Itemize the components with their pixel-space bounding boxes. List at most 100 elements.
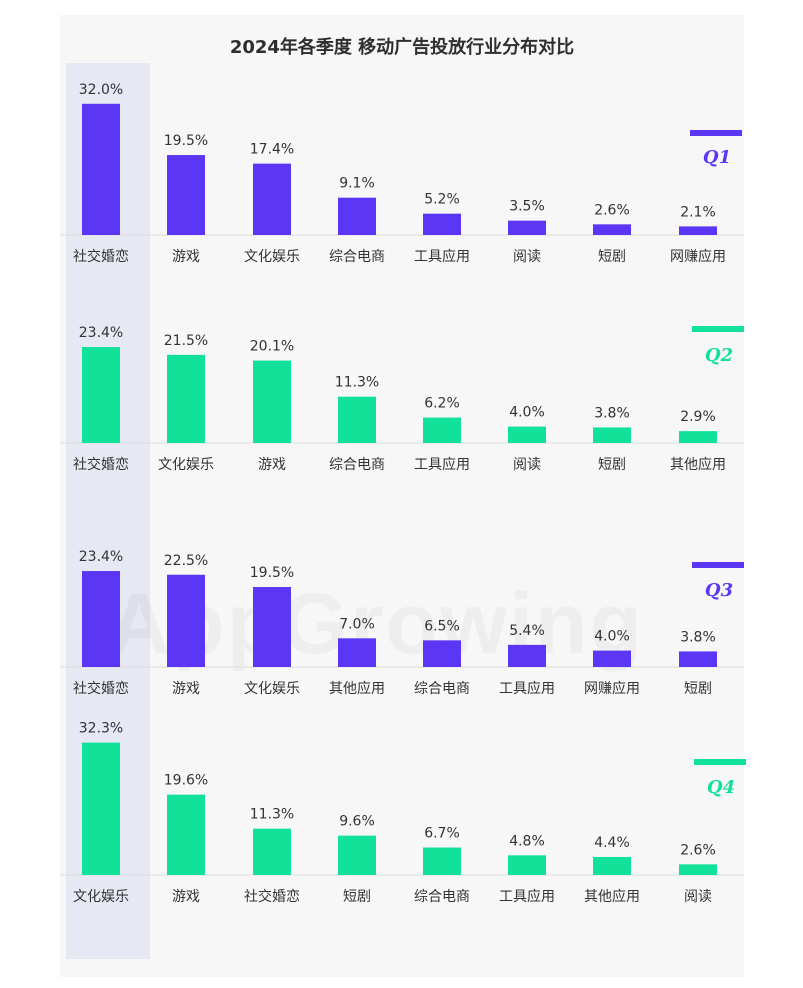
q4-category-label: 游戏 (172, 889, 200, 905)
q1-category-label: 社交婚恋 (73, 248, 129, 265)
q1-bar (679, 226, 717, 235)
q2-category-label: 短剧 (598, 457, 626, 473)
q3-quarter-marker (692, 562, 744, 568)
q4-quarter-label: Q4 (707, 777, 735, 798)
q1-value-label: 32.0% (79, 82, 123, 98)
q1-category-label: 短剧 (598, 249, 626, 265)
q1-value-label: 3.5% (509, 199, 545, 215)
chart-title: 2024年各季度 移动广告投放行业分布对比 (229, 37, 575, 58)
q4-value-label: 4.4% (594, 835, 630, 851)
q4-bar (338, 835, 376, 875)
q3-bar (82, 571, 120, 667)
q2-quarter-label: Q2 (705, 345, 733, 366)
q3-category-label: 工具应用 (499, 680, 555, 697)
q1-value-label: 2.1% (680, 204, 716, 220)
q3-category-label: 短剧 (684, 681, 712, 697)
q3-value-label: 4.0% (594, 629, 630, 645)
q1-bar (167, 155, 205, 235)
q1-category-label: 阅读 (513, 248, 541, 265)
q4-category-label: 综合电商 (414, 889, 470, 905)
q4-category-label: 短剧 (343, 889, 371, 905)
q2-bar (508, 426, 546, 443)
q3-value-label: 23.4% (79, 549, 123, 565)
q3-category-label: 综合电商 (414, 681, 470, 697)
q4-bar (508, 855, 546, 875)
q4-value-label: 32.3% (79, 721, 123, 737)
q2-bar (167, 354, 205, 443)
q3-value-label: 3.8% (680, 629, 716, 645)
q1-bar (423, 213, 461, 235)
q2-bar (423, 417, 461, 443)
q3-bar (679, 651, 717, 667)
q1-category-label: 游戏 (172, 249, 200, 265)
q4-bar (423, 847, 461, 875)
q4-category-label: 其他应用 (584, 888, 640, 905)
q1-value-label: 9.1% (339, 176, 375, 192)
q2-category-label: 阅读 (513, 456, 541, 473)
q2-bar (593, 427, 631, 443)
q3-bar (508, 644, 546, 667)
q4-bar (167, 794, 205, 875)
q4-quarter-marker (694, 759, 746, 765)
q4-value-label: 19.6% (164, 773, 208, 789)
q4-value-label: 4.8% (509, 833, 545, 849)
q4-category-label: 社交婚恋 (244, 888, 300, 905)
q1-quarter-marker (690, 130, 742, 136)
q3-value-label: 7.0% (339, 616, 375, 632)
q2-value-label: 3.8% (594, 405, 630, 421)
q1-bar (253, 163, 291, 235)
q3-category-label: 游戏 (172, 681, 200, 697)
q2-category-label: 文化娱乐 (158, 457, 214, 473)
q4-category-label: 工具应用 (499, 888, 555, 905)
q2-category-label: 其他应用 (670, 456, 726, 473)
q3-bar (253, 587, 291, 667)
q3-category-label: 文化娱乐 (244, 681, 300, 697)
q2-value-label: 21.5% (164, 333, 208, 349)
q3-bar (423, 640, 461, 667)
q3-value-label: 22.5% (164, 553, 208, 569)
q1-category-label: 工具应用 (414, 248, 470, 265)
q2-bar (679, 431, 717, 443)
q4-value-label: 11.3% (250, 807, 294, 823)
q4-bar (593, 856, 631, 875)
q3-category-label: 其他应用 (329, 680, 385, 697)
q2-value-label: 4.0% (509, 405, 545, 421)
q3-category-label: 社交婚恋 (73, 680, 129, 697)
q4-bar (253, 828, 291, 875)
q1-value-label: 5.2% (424, 192, 460, 208)
q2-quarter-marker (692, 326, 744, 332)
q1-category-label: 网赚应用 (670, 248, 726, 265)
q2-bar (338, 396, 376, 443)
q2-bar (82, 347, 120, 443)
q1-bar (82, 103, 120, 235)
q3-value-label: 6.5% (424, 618, 460, 634)
q3-value-label: 19.5% (250, 565, 294, 581)
q1-value-label: 2.6% (594, 202, 630, 218)
q3-value-label: 5.4% (509, 623, 545, 639)
q2-value-label: 11.3% (335, 375, 379, 391)
q4-value-label: 6.7% (424, 826, 460, 842)
q4-category-label: 文化娱乐 (73, 889, 129, 905)
q3-quarter-label: Q3 (705, 580, 733, 601)
q2-category-label: 游戏 (258, 457, 286, 473)
q2-value-label: 23.4% (79, 325, 123, 341)
q1-bar (508, 220, 546, 235)
q1-quarter-label: Q1 (703, 147, 731, 168)
q2-bar (253, 360, 291, 443)
q2-value-label: 6.2% (424, 396, 460, 412)
q1-category-label: 文化娱乐 (244, 249, 300, 265)
q3-bar (338, 638, 376, 667)
q1-bar (338, 197, 376, 235)
q2-category-label: 综合电商 (329, 457, 385, 473)
q3-bar (167, 574, 205, 667)
q2-value-label: 2.9% (680, 409, 716, 425)
q1-bar (593, 224, 631, 235)
q4-bar (82, 742, 120, 875)
q2-category-label: 工具应用 (414, 456, 470, 473)
q2-category-label: 社交婚恋 (73, 456, 129, 473)
q4-value-label: 9.6% (339, 814, 375, 830)
q1-value-label: 17.4% (250, 142, 294, 158)
q4-category-label: 阅读 (684, 888, 712, 905)
q1-value-label: 19.5% (164, 133, 208, 149)
